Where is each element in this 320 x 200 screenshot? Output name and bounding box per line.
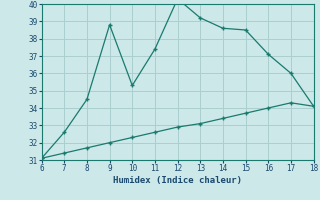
X-axis label: Humidex (Indice chaleur): Humidex (Indice chaleur) xyxy=(113,176,242,185)
